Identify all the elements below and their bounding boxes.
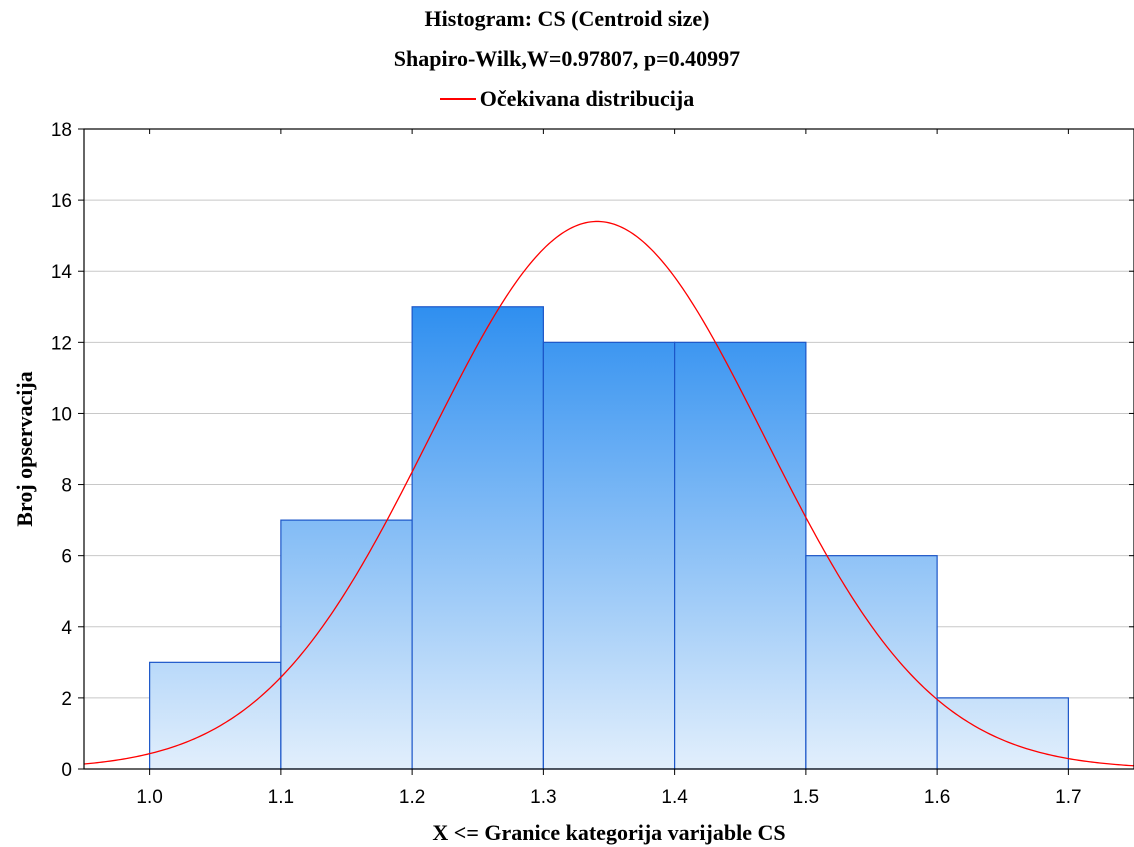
x-tick-label: 1.7: [1055, 787, 1081, 808]
y-tick-label: 2: [61, 689, 72, 710]
x-tick-label: 1.6: [924, 787, 950, 808]
x-tick-label: 1.5: [793, 787, 819, 808]
expected-distribution-curve: [83, 220, 1134, 767]
histogram-bar: [674, 341, 807, 770]
axes: [78, 128, 1134, 775]
legend-label: Očekivana distribucija: [479, 86, 695, 111]
x-tick-label: 1.1: [268, 787, 294, 808]
histogram-bar: [936, 697, 1069, 770]
y-tick-label: 10: [51, 404, 72, 425]
x-tick-label: 1.2: [399, 787, 425, 808]
histogram-bar: [411, 306, 544, 770]
plot-frame: [83, 128, 1134, 770]
y-tick-label: 12: [51, 333, 72, 354]
tick-labels: 0 2 4 6 8 10 12 14 16 18 1.0 1.1 1.2 1.3 1.4 1.5 1.6 1.7: [51, 120, 1082, 808]
x-tick-label: 1.0: [136, 787, 162, 808]
y-tick-label: 16: [51, 191, 72, 212]
histogram-bar: [149, 661, 282, 770]
legend-line-swatch: [439, 98, 476, 100]
chart-title: Histogram: CS (Centroid size): [424, 6, 710, 31]
y-tick-label: 18: [51, 120, 72, 141]
histogram-bar: [280, 519, 413, 770]
y-axis-title: Broj opservacija: [12, 371, 37, 526]
bars: [149, 306, 1069, 770]
histogram-bar: [542, 341, 676, 770]
expected-curve-layer: [83, 220, 1134, 767]
x-tick-label: 1.4: [661, 787, 688, 808]
y-tick-label: 4: [61, 618, 72, 639]
y-tick-label: 14: [51, 262, 73, 283]
y-tick-label: 0: [61, 760, 72, 781]
y-tick-label: 6: [61, 547, 72, 568]
y-tick-label: 8: [61, 476, 72, 497]
chart-subtitle: Shapiro-Wilk,W=0.97807, p=0.40997: [393, 46, 741, 71]
legend: Očekivana distribucija: [0, 86, 1134, 112]
histogram-bar: [805, 555, 938, 770]
x-axis-title: X <= Granice kategorija varijable CS: [432, 820, 785, 845]
x-tick-label: 1.3: [530, 787, 556, 808]
